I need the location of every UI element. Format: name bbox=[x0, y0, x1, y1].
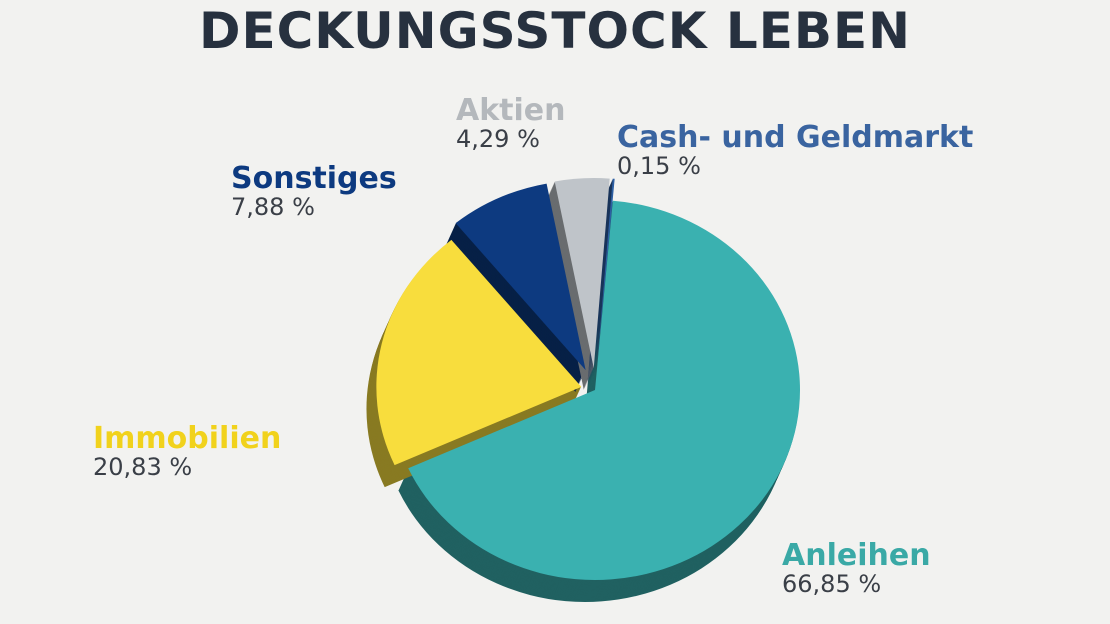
slice-value-anleihen: 66,85 % bbox=[782, 569, 882, 598]
slice-name-aktien: Aktien bbox=[456, 93, 566, 128]
legend-label-aktien: Aktien 4,29 % bbox=[456, 95, 566, 152]
legend-label-immobilien: Immobilien 20,83 % bbox=[93, 423, 281, 480]
pie-slice-aktien bbox=[554, 178, 610, 369]
legend-label-cash: Cash- und Geldmarkt 0,15 % bbox=[617, 122, 973, 179]
slice-name-sonstiges: Sonstiges bbox=[231, 161, 397, 196]
slice-name-immobilien: Immobilien bbox=[93, 421, 282, 456]
pie-slice-sonstiges bbox=[455, 183, 586, 371]
slice-name-cash: Cash- und Geldmarkt bbox=[617, 120, 974, 155]
pie-slice-immobilien bbox=[376, 239, 582, 466]
pie-slice-cash bbox=[596, 178, 615, 369]
slice-name-anleihen: Anleihen bbox=[782, 538, 931, 573]
legend-label-sonstiges: Sonstiges 7,88 % bbox=[231, 163, 397, 220]
slice-value-immobilien: 20,83 % bbox=[93, 452, 193, 481]
slice-value-aktien: 4,29 % bbox=[456, 124, 540, 153]
legend-label-anleihen: Anleihen 66,85 % bbox=[782, 540, 931, 597]
slice-value-sonstiges: 7,88 % bbox=[231, 192, 315, 221]
pie-tops bbox=[376, 178, 801, 580]
chart-title: DECKUNGSSTOCK LEBEN bbox=[198, 2, 912, 60]
slice-value-cash: 0,15 % bbox=[617, 151, 701, 180]
pie-slice-anleihen bbox=[408, 200, 801, 580]
